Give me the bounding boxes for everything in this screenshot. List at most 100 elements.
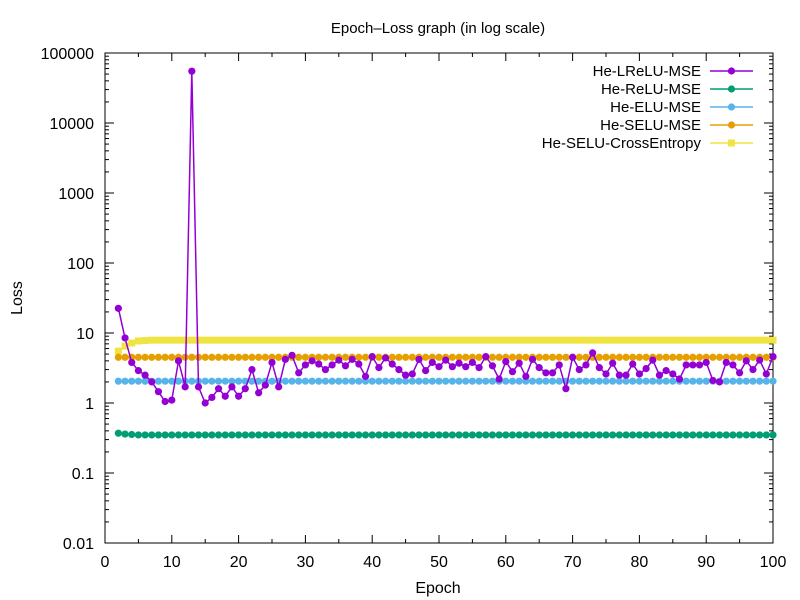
data-point xyxy=(395,366,403,374)
data-point xyxy=(508,431,517,439)
data-point xyxy=(756,336,764,344)
data-point xyxy=(722,336,730,344)
data-point xyxy=(635,370,644,378)
data-point xyxy=(669,370,677,378)
legend-label: He-LReLU-MSE xyxy=(593,63,701,80)
data-point xyxy=(248,431,256,439)
data-point xyxy=(655,377,664,385)
x-tick-label: 80 xyxy=(631,554,649,571)
data-point xyxy=(422,377,430,385)
data-point xyxy=(261,431,269,439)
data-point xyxy=(381,377,390,385)
series-he-lrelu-mse xyxy=(114,67,777,407)
data-point xyxy=(268,377,276,385)
data-point xyxy=(328,361,336,369)
data-point xyxy=(174,377,183,385)
legend-item-he-lrelu-mse: He-LReLU-MSE xyxy=(593,63,753,80)
data-point xyxy=(375,353,383,361)
data-point xyxy=(769,353,777,361)
legend-label: He-ELU-MSE xyxy=(610,99,701,116)
data-point xyxy=(228,383,236,391)
data-point xyxy=(301,361,309,369)
data-point xyxy=(355,377,363,385)
data-point xyxy=(241,385,249,393)
data-point xyxy=(448,363,456,371)
data-point xyxy=(361,353,370,361)
data-point xyxy=(301,353,309,361)
data-point xyxy=(341,336,349,344)
data-point xyxy=(275,353,283,361)
data-point xyxy=(221,377,229,385)
data-point xyxy=(415,377,423,385)
legend-marker xyxy=(727,85,736,93)
data-point xyxy=(462,336,470,344)
data-point xyxy=(161,336,169,344)
data-point xyxy=(515,431,523,439)
data-point xyxy=(762,336,770,344)
data-point xyxy=(328,377,336,385)
data-point xyxy=(736,431,744,439)
data-point xyxy=(575,377,583,385)
data-point xyxy=(542,353,550,361)
data-point xyxy=(201,336,209,344)
data-point xyxy=(422,431,430,439)
data-point xyxy=(662,336,670,344)
data-point xyxy=(221,392,229,400)
data-point xyxy=(355,360,363,368)
data-point xyxy=(375,364,383,372)
data-point xyxy=(535,353,543,361)
data-point xyxy=(261,353,269,361)
data-point xyxy=(141,431,149,439)
x-tick-label: 40 xyxy=(363,554,381,571)
data-point xyxy=(515,353,523,361)
data-point xyxy=(589,377,597,385)
data-point xyxy=(602,370,610,378)
data-point xyxy=(555,353,563,361)
legend-marker xyxy=(728,139,735,147)
data-point xyxy=(582,361,590,369)
data-point xyxy=(148,353,156,361)
data-point xyxy=(508,353,517,361)
data-point xyxy=(702,353,710,361)
data-point xyxy=(134,367,142,375)
data-point xyxy=(642,336,650,344)
data-point xyxy=(709,336,717,344)
data-point xyxy=(308,431,316,439)
data-point xyxy=(675,336,683,344)
data-point xyxy=(715,431,724,439)
legend-label: He-SELU-MSE xyxy=(600,117,701,134)
data-point xyxy=(402,371,410,379)
data-point xyxy=(722,358,730,367)
data-point xyxy=(355,353,363,361)
data-point xyxy=(161,377,169,385)
data-point xyxy=(114,304,122,312)
data-point xyxy=(715,378,724,386)
data-point xyxy=(214,377,223,385)
data-point xyxy=(582,353,590,361)
data-point xyxy=(128,430,136,439)
data-point xyxy=(488,377,497,385)
data-point xyxy=(381,431,390,439)
data-point xyxy=(762,431,770,439)
data-point xyxy=(522,353,530,361)
data-point xyxy=(248,377,256,385)
data-point xyxy=(462,431,470,439)
data-point xyxy=(595,377,603,385)
data-point xyxy=(448,431,456,439)
data-point xyxy=(308,357,316,365)
y-tick-label: 0.01 xyxy=(63,536,94,553)
data-point xyxy=(508,368,517,376)
data-point xyxy=(602,431,610,439)
data-point xyxy=(468,353,476,361)
data-point xyxy=(528,377,537,385)
data-point xyxy=(595,431,603,439)
data-point xyxy=(515,377,523,385)
data-point xyxy=(455,359,463,367)
data-point xyxy=(248,336,256,344)
data-point xyxy=(548,353,557,361)
data-point xyxy=(268,431,276,439)
data-point xyxy=(488,362,497,370)
data-point xyxy=(709,431,717,439)
data-point xyxy=(642,377,650,385)
data-point xyxy=(729,336,737,344)
